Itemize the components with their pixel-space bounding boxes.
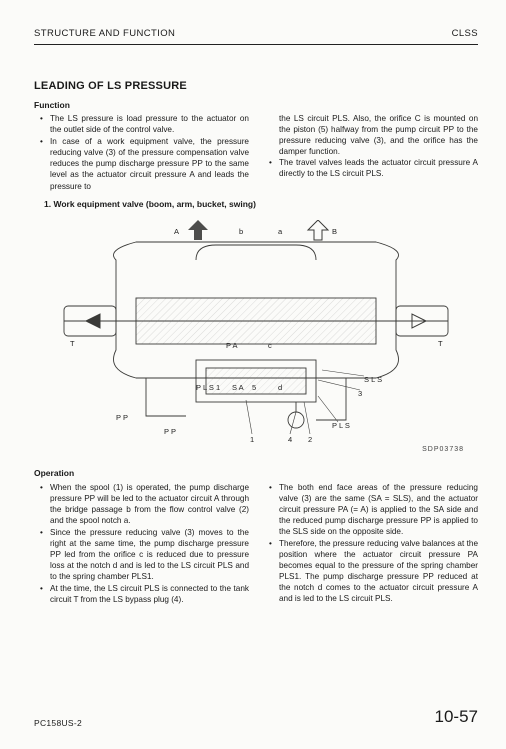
page-footer: PC158US-2 10-57 [34, 706, 478, 729]
lbl-T1: T [70, 339, 75, 348]
lbl-PLS1: P L S 1 [196, 383, 220, 392]
header-right: CLSS [452, 28, 478, 41]
lbl-five: 5 [252, 383, 256, 392]
lbl-T2: T [438, 339, 443, 348]
operation-heading: Operation [34, 468, 478, 479]
lbl-a: a [278, 227, 283, 236]
page-number: 10-57 [435, 706, 478, 729]
func-right-item: The travel valves leads the actuator cir… [273, 157, 478, 179]
page-header: STRUCTURE AND FUNCTION CLSS [34, 28, 478, 45]
lbl-b: b [239, 227, 243, 236]
lbl-A: A [174, 227, 179, 236]
lbl-SLS: S L S [364, 375, 382, 384]
lbl-B: B [332, 227, 337, 236]
diagram-svg: A b a B T T P P P P P A c P L S 1 S A 5 … [46, 220, 466, 450]
lbl-PA: P A [226, 341, 238, 350]
operation-col-right: The both end face areas of the pressure … [263, 482, 478, 607]
lbl-d: d [278, 383, 282, 392]
figure-id: SDP03738 [422, 445, 464, 454]
func-left-item: In case of a work equipment valve, the p… [44, 136, 249, 191]
lbl-two: 2 [308, 435, 312, 444]
lbl-SA: S A [232, 383, 244, 392]
op-left-item: When the spool (1) is operated, the pump… [44, 482, 249, 526]
lbl-four: 4 [288, 435, 292, 444]
page-title: LEADING OF LS PRESSURE [34, 79, 478, 94]
doc-id: PC158US-2 [34, 718, 82, 729]
lbl-c: c [268, 341, 272, 350]
function-col-left: The LS pressure is load pressure to the … [34, 113, 249, 192]
lbl-one: 1 [250, 435, 254, 444]
operation-col-left: When the spool (1) is operated, the pump… [34, 482, 249, 607]
op-right-item: Therefore, the pressure reducing valve b… [273, 538, 478, 604]
function-col-right: the LS circuit PLS. Also, the orifice C … [263, 113, 478, 192]
func-left-item: The LS pressure is load pressure to the … [44, 113, 249, 135]
op-left-item: Since the pressure reducing valve (3) mo… [44, 527, 249, 582]
op-left-item: At the time, the LS circuit PLS is conne… [44, 583, 249, 605]
function-heading: Function [34, 100, 478, 111]
lbl-PP2: P P [164, 427, 176, 436]
hydraulic-diagram: A b a B T T P P P P P A c P L S 1 S A 5 … [34, 216, 478, 454]
func-right-cont: the LS circuit PLS. Also, the orifice C … [263, 113, 478, 157]
function-columns: The LS pressure is load pressure to the … [34, 113, 478, 192]
lbl-PLS: P L S [332, 421, 350, 430]
lbl-three: 3 [358, 389, 362, 398]
lbl-PP1: P P [116, 413, 128, 422]
header-left: STRUCTURE AND FUNCTION [34, 28, 175, 41]
op-right-item: The both end face areas of the pressure … [273, 482, 478, 537]
operation-columns: When the spool (1) is operated, the pump… [34, 482, 478, 607]
section-title: 1. Work equipment valve (boom, arm, buck… [44, 199, 478, 210]
